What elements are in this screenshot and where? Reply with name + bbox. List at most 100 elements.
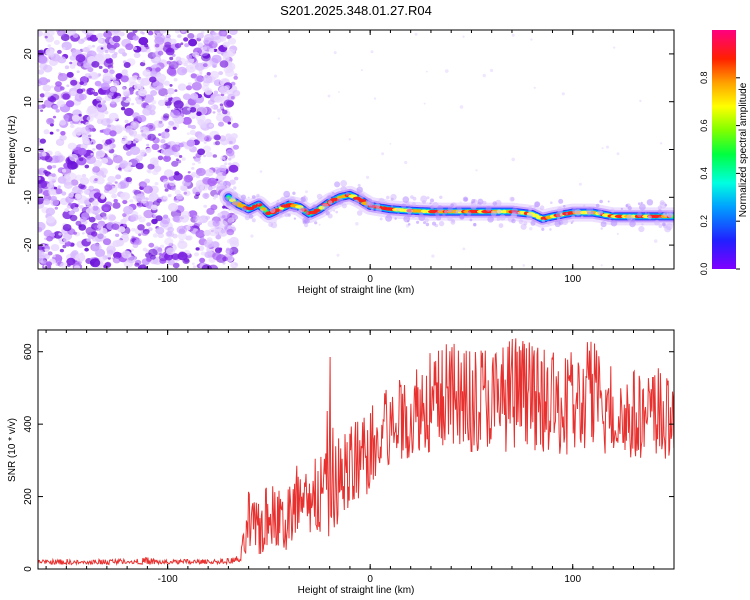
spectrogram-ridge-halo bbox=[394, 217, 397, 220]
spectrogram-noise-speck bbox=[122, 88, 131, 96]
spectrogram-noise-speck bbox=[89, 258, 101, 268]
spectrogram-noise-speck bbox=[103, 207, 109, 211]
spectrogram-ridge-halo bbox=[270, 221, 278, 229]
spectrogram-noise-speck bbox=[38, 249, 45, 257]
spectrogram-noise-speck bbox=[143, 209, 154, 219]
spectrogram-noise-speck bbox=[69, 64, 76, 69]
spectrogram-noise-speck bbox=[178, 155, 183, 158]
spectrogram-noise-speck bbox=[224, 68, 235, 77]
spectrogram-noise-speck bbox=[94, 178, 98, 182]
spectrogram-noise-speck bbox=[144, 178, 151, 184]
spectrogram-noise-speck bbox=[38, 55, 48, 64]
spectrogram-noise-speck bbox=[475, 169, 478, 172]
spectrogram-noise-speck bbox=[142, 247, 148, 252]
spectrogram-noise-speck bbox=[163, 169, 174, 178]
spectrogram-noise-speck bbox=[219, 210, 230, 220]
spectrogram-ridge-peak bbox=[501, 209, 508, 214]
spectrogram-ridge-peak bbox=[357, 198, 367, 203]
spectrogram-ridge-halo bbox=[289, 196, 296, 204]
spectrogram-noise-speck bbox=[225, 248, 233, 255]
spectrogram-noise-speck bbox=[59, 248, 64, 253]
spectrogram-noise-speck bbox=[183, 37, 189, 42]
spectrogram-noise-speck bbox=[61, 191, 67, 196]
spectrogram-noise-speck bbox=[138, 88, 148, 97]
spectrogram-noise-speck bbox=[156, 198, 162, 203]
spectrogram-noise-speck bbox=[140, 31, 144, 34]
spectrogram-noise-speck bbox=[53, 186, 58, 190]
spectrogram-ridge-halo bbox=[526, 213, 533, 220]
spectrogram-noise-speck bbox=[81, 212, 90, 220]
spectrogram-noise-speck bbox=[87, 37, 92, 41]
spectrogram-noise-speck bbox=[122, 213, 127, 217]
spectrogram-noise-speck bbox=[201, 53, 211, 62]
spectrogram-y-tick-label: -10 bbox=[23, 190, 34, 205]
spectrogram-noise-speck bbox=[613, 46, 616, 49]
figure-title: S201.2025.348.01.27.R04 bbox=[280, 3, 432, 18]
spectrogram-ridge-halo bbox=[327, 195, 332, 200]
spectrogram-noise-speck bbox=[88, 75, 92, 79]
spectrogram-ridge-halo bbox=[516, 211, 521, 216]
spectrogram-ridge-halo bbox=[637, 202, 641, 205]
spectrogram-noise-speck bbox=[180, 185, 188, 192]
spectrogram-noise-speck bbox=[150, 204, 158, 211]
spectrogram-noise-speck bbox=[131, 102, 135, 106]
snr-x-axis-label: Height of straight line (km) bbox=[298, 585, 415, 596]
spectrogram-noise-speck bbox=[195, 247, 200, 251]
spectrogram-ridge-halo bbox=[403, 215, 411, 223]
spectrogram-noise-speck bbox=[138, 233, 142, 237]
spectrogram-ridge-halo bbox=[495, 199, 502, 207]
spectrogram-noise-speck bbox=[199, 257, 206, 263]
spectrogram-ridge-halo bbox=[629, 220, 636, 228]
spectrogram-noise-speck bbox=[181, 106, 192, 115]
spectrogram-noise-speck bbox=[63, 181, 73, 189]
spectrogram-noise-speck bbox=[212, 154, 217, 158]
spectrogram-noise-speck bbox=[60, 262, 68, 268]
spectrogram-noise-speck bbox=[229, 236, 239, 245]
spectrogram-noise-speck bbox=[46, 215, 56, 224]
spectrogram-noise-speck bbox=[121, 232, 129, 239]
spectrogram-ridge-halo bbox=[580, 215, 584, 219]
spectrogram-noise-speck bbox=[176, 66, 188, 76]
spectrogram-ridge-halo bbox=[608, 217, 612, 220]
spectrogram-noise-speck bbox=[90, 152, 94, 156]
spectrogram-noise-speck bbox=[38, 77, 49, 86]
spectrogram-ridge-halo bbox=[597, 209, 603, 215]
spectrogram-ridge-peak bbox=[651, 214, 660, 219]
spectrogram-noise-speck bbox=[54, 150, 61, 157]
spectrogram-noise-speck bbox=[225, 133, 232, 139]
spectrogram-noise-speck bbox=[177, 34, 182, 39]
spectrogram-noise-speck bbox=[111, 193, 117, 199]
spectrogram-noise-speck bbox=[101, 157, 109, 164]
spectrogram-noise-speck bbox=[44, 248, 50, 253]
spectrogram-ridge-halo bbox=[610, 219, 618, 227]
spectrogram-noise-speck bbox=[76, 61, 84, 67]
spectrogram-noise-speck bbox=[149, 76, 157, 83]
spectrogram-noise-speck bbox=[169, 84, 173, 87]
spectrogram-noise-speck bbox=[81, 134, 87, 139]
spectrogram-noise-speck bbox=[188, 38, 198, 47]
spectrogram-noise-speck bbox=[38, 180, 48, 189]
spectrogram-noise-speck bbox=[75, 253, 86, 262]
spectrogram-ridge-halo bbox=[340, 180, 347, 187]
spectrogram-noise-speck bbox=[91, 243, 102, 253]
spectrogram-noise-speck bbox=[166, 60, 172, 65]
spectrogram-noise-speck bbox=[97, 104, 102, 108]
spectrogram-noise-speck bbox=[389, 143, 392, 145]
spectrogram-ridge-halo bbox=[341, 203, 347, 209]
spectrogram-noise-speck bbox=[172, 215, 181, 222]
spectrogram-noise-speck bbox=[73, 231, 77, 235]
spectrogram-noise-speck bbox=[109, 86, 117, 93]
spectrogram-noise-speck bbox=[482, 73, 486, 78]
spectrogram-noise-speck bbox=[138, 37, 149, 46]
spectrogram-ridge-halo bbox=[248, 214, 254, 219]
spectrogram-ridge-halo bbox=[411, 202, 416, 207]
spectrogram-noise-speck bbox=[119, 180, 129, 189]
colorbar-tick-label: 0.0 bbox=[699, 263, 709, 276]
spectrogram-noise-speck bbox=[38, 187, 43, 194]
spectrogram-noise-speck bbox=[196, 167, 206, 177]
spectrogram-noise-speck bbox=[139, 82, 145, 87]
spectrogram-noise-speck bbox=[212, 104, 219, 110]
spectrogram-noise-speck bbox=[211, 54, 222, 64]
spectrogram-noise-speck bbox=[212, 31, 217, 36]
